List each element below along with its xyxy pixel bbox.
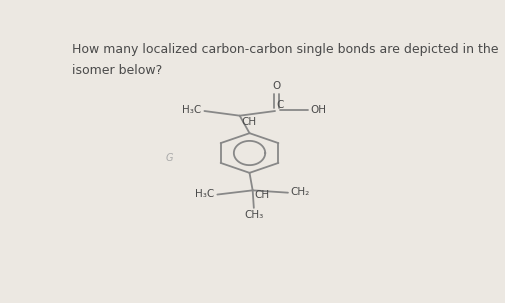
Text: OH: OH bbox=[310, 105, 326, 115]
Text: C: C bbox=[276, 100, 283, 110]
Text: H₃C: H₃C bbox=[194, 189, 214, 199]
Text: CH₃: CH₃ bbox=[244, 210, 263, 220]
Text: CH₂: CH₂ bbox=[289, 187, 309, 197]
Text: H₃C: H₃C bbox=[182, 105, 201, 115]
Text: CH: CH bbox=[254, 190, 269, 200]
Text: CH: CH bbox=[241, 117, 257, 127]
Text: How many localized carbon-carbon single bonds are depicted in the: How many localized carbon-carbon single … bbox=[72, 43, 497, 56]
Text: G: G bbox=[165, 153, 173, 163]
Text: O: O bbox=[272, 81, 280, 91]
Text: isomer below?: isomer below? bbox=[72, 64, 162, 77]
